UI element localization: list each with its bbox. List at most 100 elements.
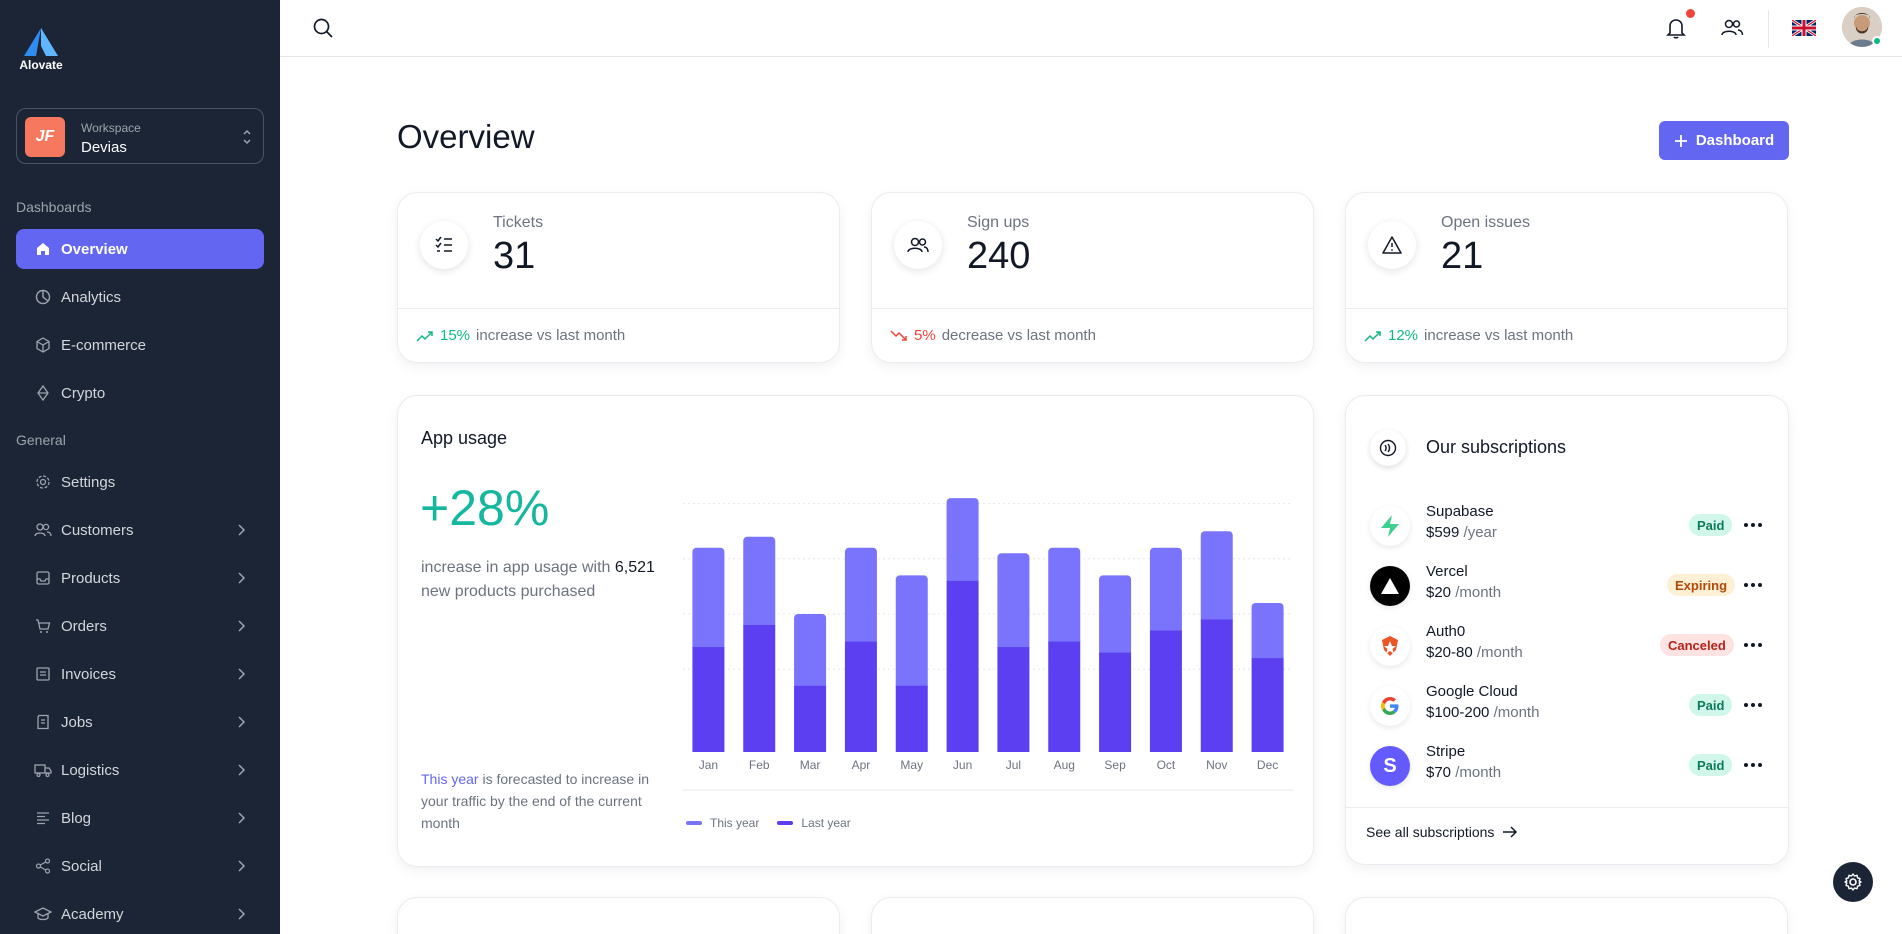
bar-this-year[interactable]: [844, 547, 877, 646]
status-badge: Paid: [1689, 754, 1733, 776]
legend-item-last-year[interactable]: Last year: [777, 816, 851, 830]
app-usage-card: App usage +28% increase in app usage wit…: [397, 395, 1314, 867]
x-tick-label: Jan: [699, 758, 718, 772]
more-options-button[interactable]: [1743, 696, 1763, 714]
add-dashboard-button[interactable]: Dashboard: [1659, 121, 1789, 160]
legend-item-this-year[interactable]: This year: [686, 816, 759, 830]
trend-up-icon: [1364, 330, 1381, 342]
x-tick-label: Feb: [749, 758, 770, 772]
bar-this-year[interactable]: [1048, 547, 1081, 646]
bar-last-year[interactable]: [1048, 641, 1081, 752]
sidebar-item-academy[interactable]: Academy: [16, 894, 264, 934]
status-badge: Paid: [1689, 514, 1733, 536]
price-amount: $20-80: [1426, 644, 1473, 661]
card-title: Our subscriptions: [1426, 437, 1567, 457]
bar-last-year[interactable]: [1149, 630, 1182, 752]
sidebar-item-label: Academy: [61, 905, 124, 923]
subscription-price: $20 /month: [1426, 584, 1501, 601]
bar-this-year[interactable]: [997, 553, 1030, 652]
bar-this-year[interactable]: [1251, 602, 1284, 663]
chevron-right-icon: [238, 668, 246, 680]
stat-value: 31: [493, 235, 536, 277]
bar-last-year[interactable]: [1099, 652, 1132, 752]
bar-last-year[interactable]: [1200, 619, 1233, 752]
subscription-row[interactable]: Google Cloud $100-200 /month Paid: [1370, 680, 1766, 728]
sidebar-item-label: E-commerce: [61, 336, 147, 354]
sidebar-item-settings[interactable]: Settings: [16, 462, 264, 502]
more-options-button[interactable]: [1743, 516, 1763, 534]
sidebar-item-invoices[interactable]: Invoices: [16, 654, 264, 694]
sidebar-item-jobs[interactable]: Jobs: [16, 702, 264, 742]
price-amount: $20: [1426, 584, 1452, 601]
sidebar-item-orders[interactable]: Orders: [16, 606, 264, 646]
card-title: App usage: [421, 428, 508, 448]
subscription-row[interactable]: Auth0 $20-80 /month Canceled: [1370, 620, 1766, 668]
bar-last-year[interactable]: [946, 580, 979, 752]
sidebar-item-crypto[interactable]: Crypto: [16, 373, 264, 413]
settings-fab-button[interactable]: [1833, 862, 1873, 902]
sidebar-item-label: Crypto: [61, 384, 106, 402]
lines-icon: [34, 809, 52, 827]
bar-this-year[interactable]: [1099, 575, 1132, 657]
bar-this-year[interactable]: [794, 614, 827, 690]
subscription-row[interactable]: Vercel $20 /month Expiring: [1370, 560, 1766, 608]
bell-icon[interactable]: [1664, 16, 1688, 40]
sidebar-item-products[interactable]: Products: [16, 558, 264, 598]
bar-last-year[interactable]: [743, 625, 776, 752]
sidebar-item-label: Overview: [61, 240, 128, 258]
bar-last-year[interactable]: [692, 647, 725, 752]
brand-logo[interactable]: Alovate: [16, 28, 66, 72]
sidebar-item-overview[interactable]: Overview: [16, 229, 264, 269]
stat-trend: 15% increase vs last month: [416, 327, 625, 344]
sidebar-item-label: Invoices: [61, 665, 117, 683]
subscription-row[interactable]: S Stripe $70 /month Paid: [1370, 740, 1766, 788]
bar-this-year[interactable]: [743, 536, 776, 630]
subscriptions-card: Our subscriptions Supabase $599 /year Pa…: [1345, 395, 1789, 865]
trend-text: increase vs last month: [1424, 327, 1574, 344]
bar-this-year[interactable]: [895, 575, 928, 690]
bar-this-year[interactable]: [692, 547, 725, 652]
avatar[interactable]: [1842, 7, 1882, 47]
sidebar-item-logistics[interactable]: Logistics: [16, 750, 264, 790]
logo-icon: [24, 28, 58, 56]
sidebar-item-customers[interactable]: Customers: [16, 510, 264, 550]
contacts-icon[interactable]: [1720, 16, 1744, 40]
price-period: /month: [1493, 704, 1540, 721]
bar-last-year[interactable]: [895, 685, 928, 752]
sidebar-item-blog[interactable]: Blog: [16, 798, 264, 838]
price-amount: $70: [1426, 764, 1452, 781]
price-period: /year: [1463, 524, 1497, 541]
forecast-highlight: This year: [421, 771, 479, 787]
bar-last-year[interactable]: [1251, 658, 1284, 752]
bar-this-year[interactable]: [946, 498, 979, 585]
share-icon: [34, 857, 52, 875]
workspace-switcher[interactable]: JF Workspace Devias: [16, 108, 264, 164]
bar-last-year[interactable]: [844, 641, 877, 752]
sidebar-item-social[interactable]: Social: [16, 846, 264, 886]
stat-value: 240: [967, 235, 1031, 277]
bar-last-year[interactable]: [794, 685, 827, 752]
see-all-subscriptions-link[interactable]: See all subscriptions: [1366, 824, 1518, 840]
stat-label: Tickets: [493, 214, 544, 231]
more-options-button[interactable]: [1743, 756, 1763, 774]
more-options-button[interactable]: [1743, 576, 1763, 594]
subscription-name: Supabase: [1426, 503, 1494, 520]
subscription-name: Auth0: [1426, 623, 1466, 640]
sidebar-item-analytics[interactable]: Analytics: [16, 277, 264, 317]
divider: [872, 308, 1313, 309]
uk-flag-icon[interactable]: [1792, 20, 1816, 36]
subscription-row[interactable]: Supabase $599 /year Paid: [1370, 500, 1766, 548]
inbox-icon: [34, 569, 52, 587]
subscription-price: $70 /month: [1426, 764, 1501, 781]
search-icon[interactable]: [311, 16, 335, 40]
more-options-button[interactable]: [1743, 636, 1763, 654]
plus-icon: [1674, 134, 1687, 147]
chevron-right-icon: [238, 764, 246, 776]
sidebar-item-e-commerce[interactable]: E-commerce: [16, 325, 264, 365]
bar-last-year[interactable]: [997, 647, 1030, 752]
bar-this-year[interactable]: [1149, 547, 1182, 635]
legend-label: Last year: [801, 816, 851, 830]
subscription-price: $100-200 /month: [1426, 704, 1539, 721]
stat-trend: 12% increase vs last month: [1364, 327, 1573, 344]
bar-this-year[interactable]: [1200, 531, 1233, 624]
